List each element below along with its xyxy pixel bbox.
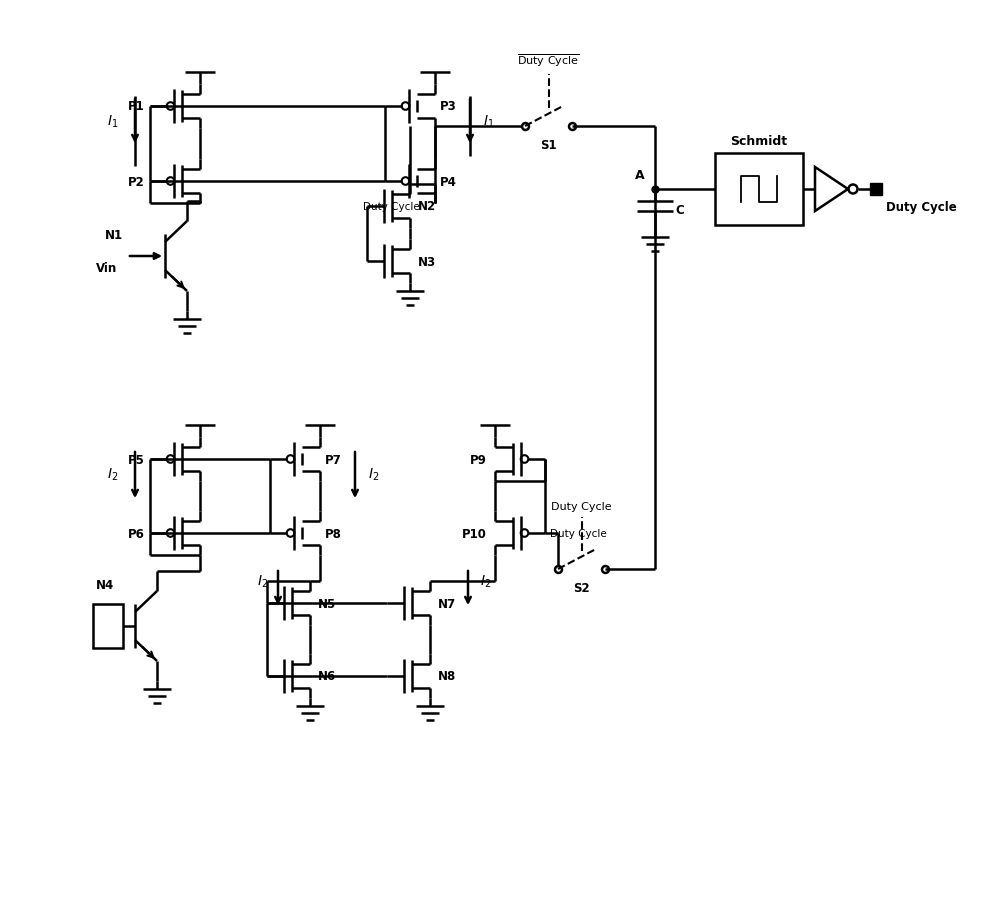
- Text: Schmidt: Schmidt: [730, 135, 788, 148]
- Text: $I_2$: $I_2$: [368, 466, 379, 483]
- Text: $I_1$: $I_1$: [107, 114, 118, 130]
- Text: S2: S2: [573, 581, 590, 594]
- Text: N7: N7: [438, 597, 456, 609]
- Text: P2: P2: [128, 175, 145, 189]
- Text: N4: N4: [96, 578, 114, 591]
- Bar: [715, 154, 803, 226]
- Text: N2: N2: [418, 200, 436, 213]
- Text: $I_2$: $I_2$: [107, 466, 118, 483]
- Text: $I_2$: $I_2$: [257, 573, 268, 589]
- Text: A: A: [635, 169, 645, 182]
- Text: N8: N8: [438, 670, 456, 682]
- Text: C: C: [675, 203, 684, 216]
- Text: P5: P5: [128, 453, 145, 466]
- Text: P4: P4: [440, 175, 457, 189]
- Text: Duty Cycle: Duty Cycle: [550, 528, 607, 538]
- Text: P3: P3: [440, 100, 457, 113]
- Text: P10: P10: [462, 527, 487, 540]
- Text: $I_1$: $I_1$: [483, 114, 494, 130]
- Text: N5: N5: [318, 597, 336, 609]
- Text: P9: P9: [470, 453, 487, 466]
- Text: S1: S1: [540, 138, 557, 152]
- Text: Duty Cycle: Duty Cycle: [551, 501, 612, 511]
- Text: $I_2$: $I_2$: [480, 573, 491, 589]
- Text: P8: P8: [325, 527, 342, 540]
- Text: P7: P7: [325, 453, 342, 466]
- Text: Vin: Vin: [96, 262, 117, 275]
- Text: P1: P1: [128, 100, 145, 113]
- Text: P6: P6: [128, 527, 145, 540]
- Text: N1: N1: [105, 229, 123, 241]
- Text: $\overline{\mathrm{Duty\ Cycle}}$: $\overline{\mathrm{Duty\ Cycle}}$: [517, 52, 580, 69]
- Text: Duty Cycle: Duty Cycle: [886, 201, 957, 214]
- Bar: [93, 604, 123, 649]
- Text: N3: N3: [418, 255, 436, 268]
- Text: Duty Cycle: Duty Cycle: [363, 201, 420, 211]
- Text: N6: N6: [318, 670, 336, 682]
- Polygon shape: [815, 168, 848, 211]
